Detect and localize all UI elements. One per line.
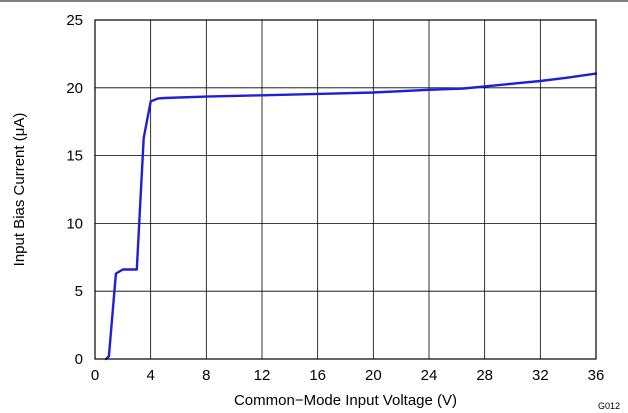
y-tick-label: 15 bbox=[66, 148, 83, 165]
series-line-0 bbox=[104, 72, 598, 361]
x-tick-label: 28 bbox=[476, 367, 493, 384]
y-tick-label: 5 bbox=[75, 283, 83, 300]
y-tick-label: 0 bbox=[75, 351, 83, 368]
x-tick-label: 32 bbox=[532, 367, 549, 384]
x-tick-label: 20 bbox=[365, 367, 382, 384]
x-tick-label: 24 bbox=[421, 367, 438, 384]
series-group bbox=[104, 72, 598, 361]
x-tick-label: 4 bbox=[146, 367, 154, 384]
x-axis-label: Common−Mode Input Voltage (V) bbox=[234, 392, 457, 409]
x-tick-label: 36 bbox=[588, 367, 605, 384]
y-tick-label: 25 bbox=[66, 12, 83, 29]
x-tick-label: 8 bbox=[202, 367, 210, 384]
x-tick-label: 16 bbox=[309, 367, 326, 384]
grid bbox=[95, 20, 596, 359]
y-tick-label: 10 bbox=[66, 215, 83, 232]
y-axis-label: Input Bias Current (μA) bbox=[11, 113, 28, 267]
tick-labels: 0 4 8 12 16 20 24 28 32 36 0 5 10 15 20 25 bbox=[66, 12, 604, 384]
figure-code-label: G012 bbox=[598, 401, 620, 411]
plot-frame bbox=[94, 19, 597, 360]
x-tick-label: 0 bbox=[91, 367, 99, 384]
y-tick-label: 20 bbox=[66, 80, 83, 97]
x-tick-label: 12 bbox=[254, 367, 271, 384]
